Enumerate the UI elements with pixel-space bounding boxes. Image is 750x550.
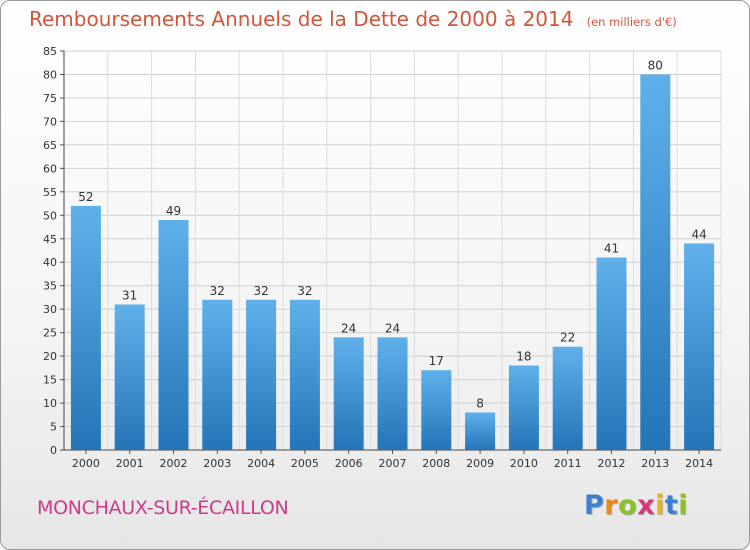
x-tick-label: 2011 [554, 457, 582, 470]
x-tick-label: 2014 [685, 457, 713, 470]
logo-letter: x [637, 490, 656, 521]
bar [246, 299, 277, 450]
chart-title: Remboursements Annuels de la Dette de 20… [29, 7, 574, 31]
x-tick-label: 2010 [510, 457, 538, 470]
y-tick-label: 80 [43, 68, 57, 81]
y-tick-label: 20 [43, 350, 57, 363]
y-tick-label: 45 [43, 233, 57, 246]
bar [552, 346, 583, 450]
x-tick-label: 2007 [379, 457, 407, 470]
y-tick-label: 30 [43, 303, 57, 316]
bar [640, 74, 671, 451]
data-label: 31 [122, 288, 137, 302]
data-label: 22 [560, 331, 575, 345]
y-tick-label: 55 [43, 186, 57, 199]
bar [377, 337, 408, 450]
y-tick-label: 40 [43, 256, 57, 269]
bar [465, 412, 496, 450]
data-label: 32 [253, 284, 268, 298]
data-label: 49 [166, 204, 181, 218]
label-layer: 0 5 10 15 20 25 30 35 40 45 50 55 60 65 70 75 80 85 52 2000… [43, 45, 713, 470]
bar [684, 243, 715, 450]
bar-layer [70, 74, 715, 451]
x-tick-label: 2008 [422, 457, 450, 470]
y-tick-label: 70 [43, 115, 57, 128]
bar [289, 299, 320, 450]
y-tick-label: 5 [50, 421, 57, 434]
x-tick-label: 2001 [116, 457, 144, 470]
bar [114, 304, 145, 450]
data-label: 80 [648, 58, 663, 72]
bar [158, 219, 189, 450]
bar [202, 299, 233, 450]
x-tick-label: 2003 [203, 457, 231, 470]
location-name: MONCHAUX-SUR-ÉCAILLON [37, 497, 289, 519]
bar [596, 257, 627, 450]
logo-letter: i [655, 490, 665, 521]
x-tick-label: 2000 [72, 457, 100, 470]
chart-title-block: Remboursements Annuels de la Dette de 20… [29, 7, 677, 31]
y-tick-label: 65 [43, 139, 57, 152]
bar [508, 365, 539, 450]
y-tick-label: 50 [43, 209, 57, 222]
x-tick-label: 2009 [466, 457, 494, 470]
logo-letter: r [604, 490, 619, 521]
data-label: 18 [516, 350, 531, 364]
bar [333, 337, 364, 450]
x-tick-label: 2012 [598, 457, 626, 470]
logo-letter: i [678, 490, 689, 521]
y-tick-label: 60 [43, 162, 57, 175]
y-tick-label: 35 [43, 280, 57, 293]
data-label: 52 [78, 190, 93, 204]
chart-subtitle: (en milliers d'€) [586, 15, 677, 29]
y-tick-label: 25 [43, 327, 57, 340]
x-tick-label: 2013 [641, 457, 669, 470]
proxiti-logo[interactable]: Proxiti [584, 490, 688, 521]
data-label: 8 [476, 396, 484, 410]
y-tick-label: 75 [43, 92, 57, 105]
x-tick-label: 2004 [247, 457, 275, 470]
data-label: 44 [691, 227, 706, 241]
x-tick-label: 2006 [335, 457, 363, 470]
data-label: 17 [429, 354, 444, 368]
y-tick-label: 10 [43, 397, 57, 410]
y-tick-label: 85 [43, 45, 57, 58]
logo-letter: o [618, 490, 638, 521]
bar [421, 370, 452, 450]
data-label: 24 [385, 321, 400, 335]
data-label: 32 [210, 284, 225, 298]
data-label: 41 [604, 242, 619, 256]
data-label: 24 [341, 321, 356, 335]
logo-letter: P [584, 490, 605, 521]
bar [70, 205, 101, 450]
data-label: 32 [297, 284, 312, 298]
y-tick-label: 0 [50, 444, 57, 457]
x-tick-label: 2005 [291, 457, 319, 470]
y-tick-label: 15 [43, 374, 57, 387]
logo-letter: t [664, 490, 679, 521]
x-tick-label: 2002 [160, 457, 188, 470]
